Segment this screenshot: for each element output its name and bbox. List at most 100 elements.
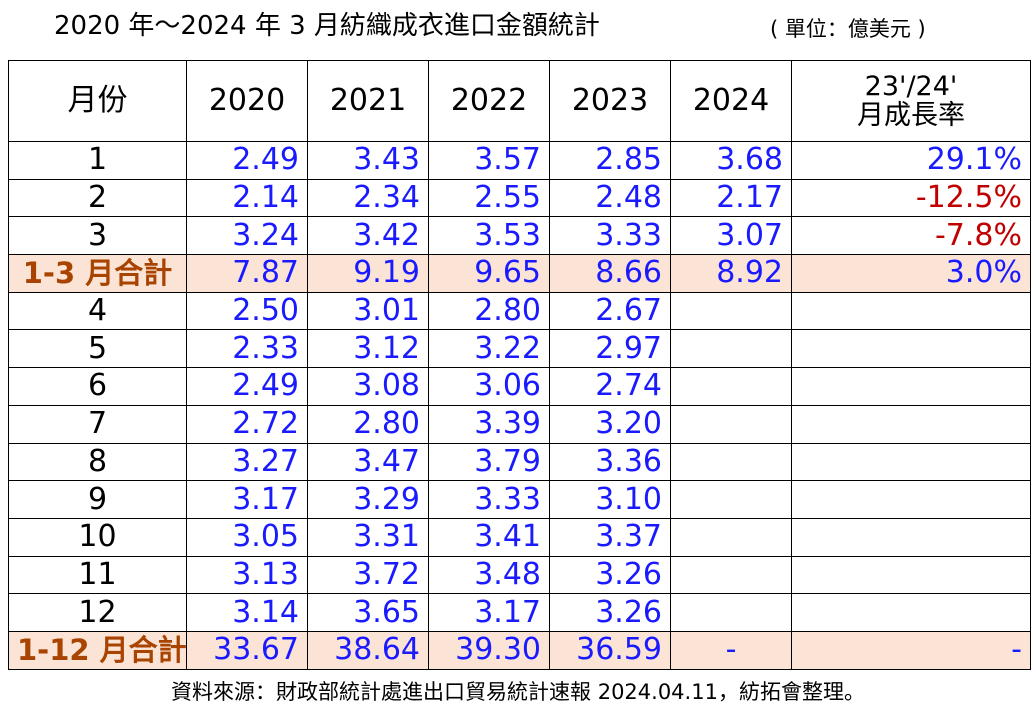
header-2022: 2022 xyxy=(428,60,550,142)
value-cell-2024 xyxy=(670,593,792,632)
value-cell-2023: 3.37 xyxy=(549,517,671,557)
value-cell-2022: 2.55 xyxy=(428,178,550,218)
value-cell-2023: 2.67 xyxy=(549,291,671,331)
value-cell-2023: 2.48 xyxy=(549,178,671,218)
table-row: 2 2.14 2.34 2.55 2.48 2.17 -12.5% xyxy=(8,178,1031,218)
value-cell-2020: 3.14 xyxy=(186,593,308,632)
value-cell-2023: 2.85 xyxy=(549,141,671,180)
value-cell-2022: 3.39 xyxy=(428,404,550,444)
month-cell: 5 xyxy=(8,329,187,369)
month-cell: 1 xyxy=(8,141,187,180)
header-2021: 2021 xyxy=(307,60,429,142)
value-cell-2021: 2.80 xyxy=(307,404,429,444)
value-cell-2022: 9.65 xyxy=(428,254,550,293)
value-cell-2020: 2.14 xyxy=(186,178,308,218)
value-cell-2022: 3.22 xyxy=(428,329,550,369)
month-cell: 2 xyxy=(8,178,187,218)
month-cell: 10 xyxy=(8,517,187,557)
value-cell-2022: 3.17 xyxy=(428,593,550,632)
value-cell-2022: 3.53 xyxy=(428,216,550,256)
month-cell: 11 xyxy=(8,555,187,595)
header-growth: 23'/24' 月成長率 xyxy=(791,60,1031,142)
table-row: 11 3.13 3.72 3.48 3.26 xyxy=(8,555,1031,595)
growth-cell xyxy=(791,593,1031,632)
value-cell-2024: 3.68 xyxy=(670,141,792,180)
value-cell-2021: 3.47 xyxy=(307,442,429,482)
value-cell-2022: 3.57 xyxy=(428,141,550,180)
month-cell: 6 xyxy=(8,367,187,406)
growth-cell: 29.1% xyxy=(791,141,1031,180)
value-cell-2021: 2.34 xyxy=(307,178,429,218)
value-cell-2023: 8.66 xyxy=(549,254,671,293)
value-cell-2021: 3.12 xyxy=(307,329,429,369)
growth-cell xyxy=(791,442,1031,482)
value-cell-2023: 3.10 xyxy=(549,480,671,519)
value-cell-2024: 8.92 xyxy=(670,254,792,293)
table-row: 9 3.17 3.29 3.33 3.10 xyxy=(8,480,1031,519)
value-cell-2021: 3.43 xyxy=(307,141,429,180)
growth-cell xyxy=(791,555,1031,595)
table-row: 12 3.14 3.65 3.17 3.26 xyxy=(8,593,1031,632)
value-cell-2020: 3.05 xyxy=(186,517,308,557)
table-row: 1-12 月合計 33.67 38.64 39.30 36.59- - xyxy=(8,630,1031,670)
growth-cell: -12.5% xyxy=(791,178,1031,218)
growth-cell xyxy=(791,329,1031,369)
value-cell-2022: 3.33 xyxy=(428,480,550,519)
value-cell-2021: 38.64 xyxy=(307,630,429,670)
header-row: 月份 2020 2021 2022 2023 2024 23'/24' 月成長率 xyxy=(8,60,1031,142)
table-body: 1 2.49 3.43 3.57 2.85 3.68 29.1% 2 2.14 2.34 2.55 2… xyxy=(8,141,1031,670)
table-row: 1 2.49 3.43 3.57 2.85 3.68 29.1% xyxy=(8,141,1031,180)
header-growth-years: 23'/24' xyxy=(864,71,958,102)
value-cell-2024 xyxy=(670,367,792,406)
value-cell-2024 xyxy=(670,329,792,369)
month-cell: 12 xyxy=(8,593,187,632)
month-cell: 3 xyxy=(8,216,187,256)
table-row: 6 2.49 3.08 3.06 2.74 xyxy=(8,367,1031,406)
value-cell-2022: 3.48 xyxy=(428,555,550,595)
value-cell-2024: 3.07 xyxy=(670,216,792,256)
month-cell: 9 xyxy=(8,480,187,519)
value-cell-2023: 2.97 xyxy=(549,329,671,369)
header-2024: 2024 xyxy=(670,60,792,142)
value-cell-2020: 7.87 xyxy=(186,254,308,293)
value-cell-2024: 2.17 xyxy=(670,178,792,218)
table-row: 1-3 月合計 7.87 9.19 9.65 8.66 8.92 3.0% xyxy=(8,254,1031,293)
value-cell-2023: 36.59 xyxy=(549,630,671,670)
value-cell-2023: 3.36 xyxy=(549,442,671,482)
month-cell: 4 xyxy=(8,291,187,331)
growth-cell: -7.8% xyxy=(791,216,1031,256)
subtotal-label: 1-3 月合計 xyxy=(8,254,187,293)
value-cell-2020: 2.33 xyxy=(186,329,308,369)
value-cell-2024 xyxy=(670,517,792,557)
value-cell-2022: 39.30 xyxy=(428,630,550,670)
import-value-table: 月份 2020 2021 2022 2023 2024 23'/24' 月成長率… xyxy=(8,60,1031,670)
value-cell-2020: 3.13 xyxy=(186,555,308,595)
value-cell-2022: 3.41 xyxy=(428,517,550,557)
header-2020: 2020 xyxy=(186,60,308,142)
value-cell-2020: 3.24 xyxy=(186,216,308,256)
value-cell-2023: 2.74 xyxy=(549,367,671,406)
value-cell-2024 xyxy=(670,480,792,519)
table-row: 3 3.24 3.42 3.53 3.33 3.07 -7.8% xyxy=(8,216,1031,256)
table-row: 5 2.33 3.12 3.22 2.97 xyxy=(8,329,1031,369)
growth-cell xyxy=(791,367,1031,406)
unit-label: ( 單位：億美元 ) xyxy=(770,17,926,41)
value-cell-2021: 3.01 xyxy=(307,291,429,331)
table-row: 8 3.27 3.47 3.79 3.36 xyxy=(8,442,1031,482)
table-row: 7 2.72 2.80 3.39 3.20 xyxy=(8,404,1031,444)
growth-cell xyxy=(791,404,1031,444)
value-cell-2020: 2.50 xyxy=(186,291,308,331)
value-cell-2020: 3.17 xyxy=(186,480,308,519)
value-cell-2020: 3.27 xyxy=(186,442,308,482)
value-cell-2021: 3.65 xyxy=(307,593,429,632)
value-cell-2020: 2.49 xyxy=(186,141,308,180)
value-cell-2021: 3.29 xyxy=(307,480,429,519)
growth-cell xyxy=(791,517,1031,557)
value-cell-2023: 3.26 xyxy=(549,593,671,632)
value-cell-2022: 3.79 xyxy=(428,442,550,482)
value-cell-2022: 2.80 xyxy=(428,291,550,331)
value-cell-2021: 3.31 xyxy=(307,517,429,557)
growth-cell xyxy=(791,291,1031,331)
value-cell-2024 xyxy=(670,555,792,595)
value-cell-2024 xyxy=(670,404,792,444)
